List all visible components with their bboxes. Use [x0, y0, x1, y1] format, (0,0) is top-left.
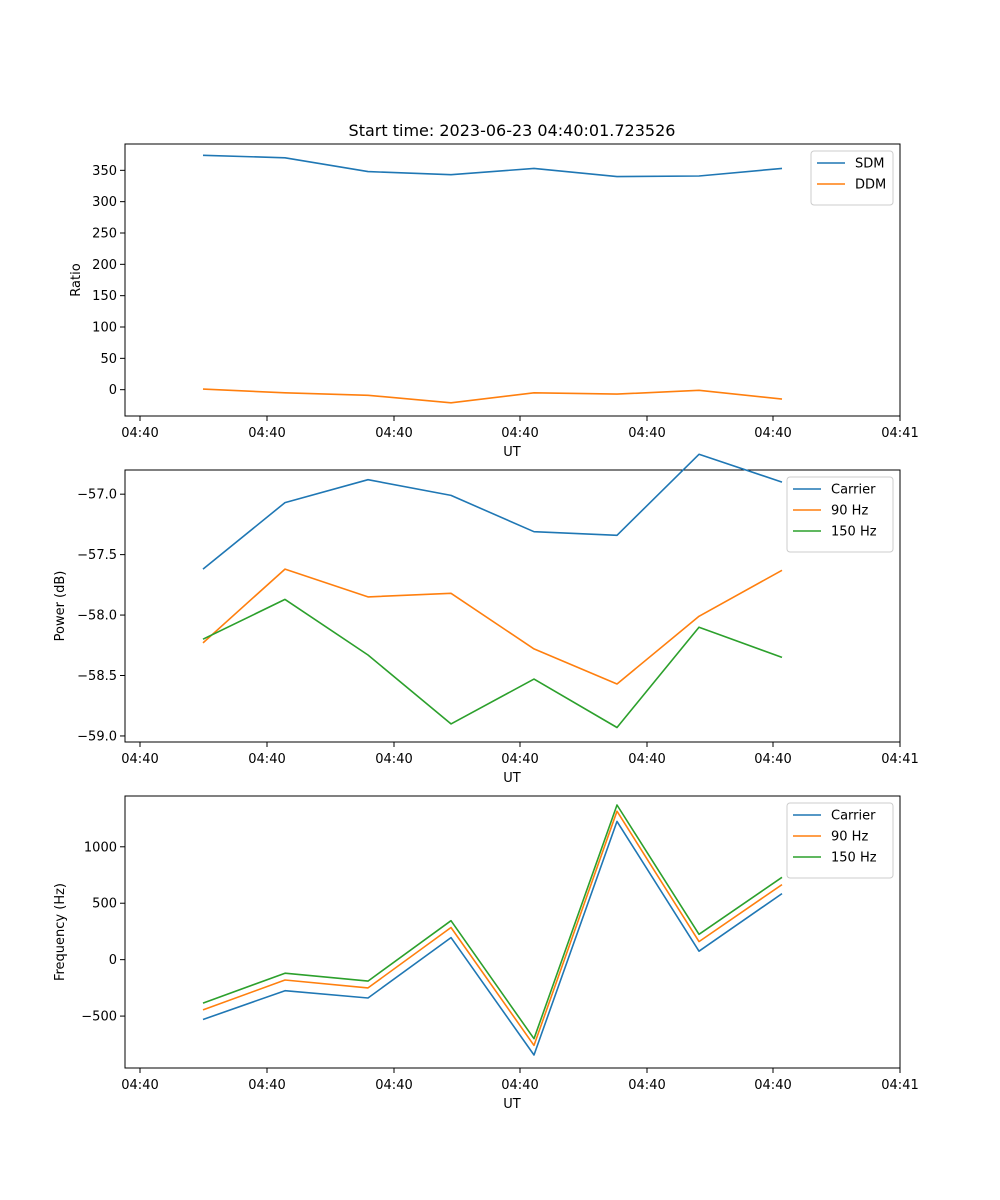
legend-box	[786, 476, 894, 553]
series-line-2	[202, 810, 783, 1047]
y-tick-label: −57.5	[77, 548, 117, 563]
x-tick-label: 04:41	[881, 1078, 918, 1093]
y-tick-label: −59.0	[77, 729, 117, 744]
y-tick-label: 250	[92, 226, 117, 241]
legend-box	[786, 802, 894, 879]
x-tick-label: 04:40	[375, 1078, 412, 1093]
series-line-1	[202, 820, 783, 1056]
legend-label: Carrier	[831, 483, 876, 498]
x-tick-label: 04:41	[881, 752, 918, 767]
x-tick-label: 04:40	[121, 426, 158, 441]
panel-3: 04:40 04:40 04:40 04:40 04:40 04:40 04:41 UT −50…	[53, 795, 919, 1112]
x-tick-label: 04:40	[248, 426, 285, 441]
panel-1: 04:40 04:40 04:40 04:40 04:40 04:40 04:41 UT 0 50…	[69, 143, 919, 460]
y-tick-label: 100	[92, 321, 117, 336]
x-tick-label: 04:40	[248, 1078, 285, 1093]
y-tick-label: −57.0	[77, 488, 117, 503]
legend: SDM DDM	[810, 150, 894, 206]
x-axis-label: UT	[503, 445, 521, 460]
x-tick-label: 04:40	[248, 752, 285, 767]
legend-label: 150 Hz	[831, 851, 877, 866]
x-tick-label: 04:40	[121, 1078, 158, 1093]
y-tick-label: −500	[81, 1010, 117, 1025]
legend-label: DDM	[855, 178, 886, 193]
y-tick-label: 1000	[84, 840, 117, 855]
y-axis-label: Ratio	[69, 263, 84, 296]
figure-title: Start time: 2023-06-23 04:40:01.723526	[349, 121, 676, 140]
axes-frame	[124, 795, 901, 1069]
x-tick-label: 04:40	[121, 752, 158, 767]
series-line-2	[202, 568, 783, 685]
y-tick-label: 0	[109, 383, 117, 398]
series-line-1	[202, 453, 783, 570]
y-tick-label: 0	[109, 953, 117, 968]
y-tick-label: −58.5	[77, 669, 117, 684]
x-tick-label: 04:40	[754, 426, 791, 441]
x-tick-label: 04:40	[754, 752, 791, 767]
legend-label: 150 Hz	[831, 525, 877, 540]
legend: Carrier 90 Hz 150 Hz	[786, 476, 894, 553]
x-tick-label: 04:40	[501, 1078, 538, 1093]
x-tick-label: 04:40	[375, 426, 412, 441]
x-tick-label: 04:40	[628, 1078, 665, 1093]
y-tick-label: 300	[92, 195, 117, 210]
panel-2: 04:40 04:40 04:40 04:40 04:40 04:40 04:41 UT −59…	[53, 453, 919, 786]
y-tick-label: 500	[92, 897, 117, 912]
y-tick-label: 350	[92, 164, 117, 179]
axes-frame	[124, 469, 901, 743]
x-tick-label: 04:40	[375, 752, 412, 767]
y-tick-label: 50	[100, 352, 117, 367]
y-axis-label: Frequency (Hz)	[53, 883, 68, 981]
legend-label: 90 Hz	[831, 830, 868, 845]
x-axis-label: UT	[503, 1097, 521, 1112]
legend: Carrier 90 Hz 150 Hz	[786, 802, 894, 879]
y-tick-label: 200	[92, 258, 117, 273]
legend-box	[810, 150, 894, 206]
x-tick-label: 04:40	[628, 752, 665, 767]
series-line-3	[202, 804, 783, 1040]
x-tick-label: 04:40	[628, 426, 665, 441]
x-tick-label: 04:41	[881, 426, 918, 441]
x-tick-label: 04:40	[501, 752, 538, 767]
legend-label: 90 Hz	[831, 504, 868, 519]
y-tick-label: −58.0	[77, 609, 117, 624]
series-line-1	[202, 154, 783, 178]
axes-frame	[124, 143, 901, 417]
x-axis-label: UT	[503, 771, 521, 786]
x-tick-label: 04:40	[501, 426, 538, 441]
panels: 04:40 04:40 04:40 04:40 04:40 04:40 04:41 UT 0 50…	[53, 143, 919, 1112]
y-tick-label: 150	[92, 289, 117, 304]
series-line-3	[202, 598, 783, 729]
legend-label: SDM	[855, 157, 884, 172]
y-axis-label: Power (dB)	[53, 571, 68, 642]
x-tick-label: 04:40	[754, 1078, 791, 1093]
legend-label: Carrier	[831, 809, 876, 824]
series-line-2	[202, 388, 783, 404]
